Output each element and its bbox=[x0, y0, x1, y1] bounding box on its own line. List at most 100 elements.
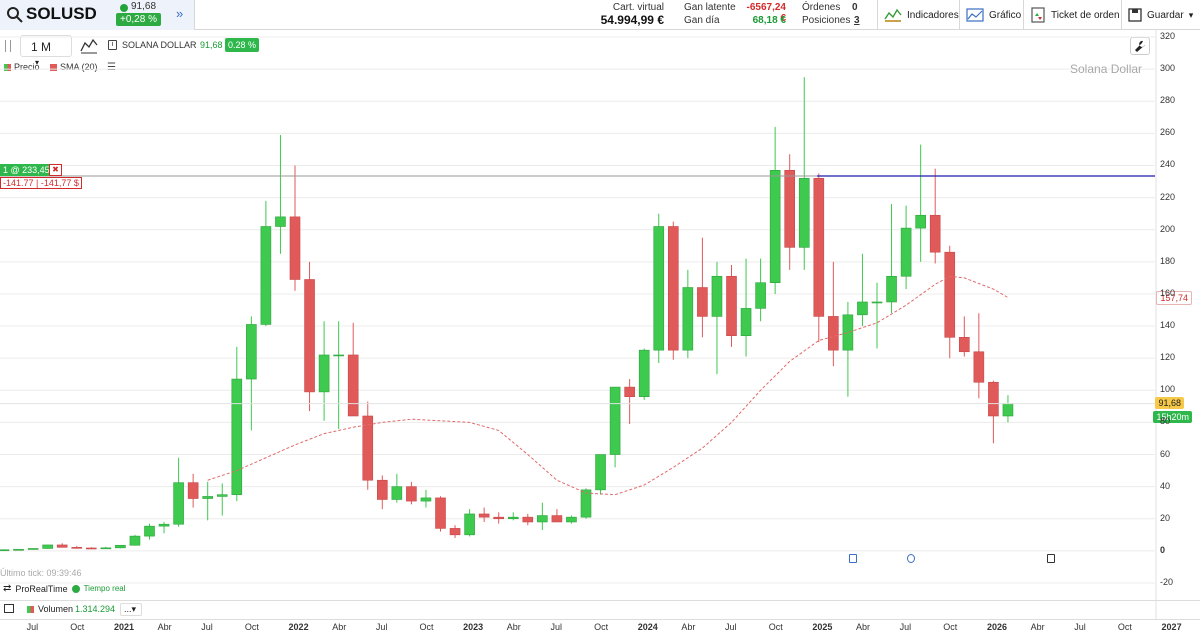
chart-settings-button[interactable] bbox=[1130, 37, 1150, 55]
candle bbox=[973, 313, 985, 399]
candle-body bbox=[522, 516, 534, 523]
candle-body bbox=[667, 226, 679, 351]
save-icon bbox=[1128, 8, 1142, 22]
close-position-icon[interactable]: ✖ bbox=[49, 164, 62, 176]
candle-body bbox=[857, 301, 868, 316]
candle bbox=[900, 205, 912, 290]
position-tag[interactable]: 1 @ 233,45 bbox=[0, 164, 53, 176]
day-label: Gan día bbox=[684, 15, 720, 26]
symbol-box[interactable]: SOLUSD 91,68 +0,28 % » bbox=[0, 0, 195, 30]
candle-body bbox=[886, 275, 897, 303]
candle bbox=[842, 301, 854, 397]
cart-label: Cart. virtual bbox=[612, 2, 664, 13]
instrument-price: 91,68 bbox=[200, 40, 223, 50]
candle-body bbox=[813, 178, 825, 317]
candle bbox=[697, 237, 708, 338]
window-icon[interactable] bbox=[4, 604, 14, 613]
candle-body bbox=[86, 547, 97, 550]
y-tick-label: 280 bbox=[1160, 95, 1176, 106]
save-chevron-icon[interactable]: ▾ bbox=[1188, 9, 1194, 20]
candle-body bbox=[187, 482, 199, 499]
save-button[interactable]: Guardar ▾ bbox=[1121, 0, 1200, 30]
timeframe-select[interactable]: 1 M ▾ bbox=[20, 35, 72, 67]
live-status-dot bbox=[120, 4, 128, 12]
cart-value: 54.994,99 € bbox=[600, 13, 664, 27]
cart-block: Cart. virtual bbox=[612, 2, 664, 13]
legend-sma[interactable]: SMA (20) bbox=[50, 62, 98, 72]
candle bbox=[275, 134, 286, 254]
candle-body bbox=[1002, 403, 1014, 417]
candle-body bbox=[275, 216, 286, 227]
candle-body bbox=[27, 548, 39, 550]
candle-body bbox=[915, 214, 926, 229]
sma-line bbox=[207, 275, 1009, 496]
cart-value-wrap: 54.994,99 € bbox=[590, 13, 664, 27]
legend-price[interactable]: Precio bbox=[4, 62, 40, 72]
candle bbox=[711, 261, 723, 375]
candle bbox=[304, 261, 315, 412]
candle bbox=[857, 253, 868, 327]
candle-body bbox=[158, 523, 170, 527]
candle-body bbox=[318, 354, 330, 393]
candle-body bbox=[609, 386, 621, 455]
y-tick-label: 260 bbox=[1160, 127, 1176, 138]
candle-body bbox=[551, 515, 563, 523]
day-value: 68,18 € bbox=[752, 15, 786, 26]
candle bbox=[187, 473, 199, 508]
layout-handle-icon[interactable] bbox=[5, 40, 11, 52]
volume-row: Volumen 1.314.294 ...▾ bbox=[0, 600, 1200, 618]
instrument-info-icon[interactable]: i bbox=[108, 40, 117, 50]
candle-body bbox=[71, 547, 83, 549]
candle bbox=[260, 200, 272, 327]
order-ticket-icon bbox=[1031, 7, 1045, 23]
expand-chevron-icon[interactable]: » bbox=[176, 6, 184, 21]
instrument-change-badge: 0.28 % bbox=[225, 38, 260, 52]
candle-body bbox=[682, 287, 694, 351]
candle bbox=[958, 316, 970, 357]
candle-body bbox=[537, 515, 548, 523]
y-tick-label: 220 bbox=[1160, 191, 1176, 202]
candle-body bbox=[246, 324, 257, 380]
candle bbox=[1002, 395, 1014, 423]
y-tick-label: 80 bbox=[1160, 416, 1171, 427]
candle-body bbox=[624, 386, 635, 398]
order-ticket-button[interactable]: Ticket de orden bbox=[1023, 0, 1121, 30]
candle bbox=[638, 348, 650, 400]
y-tick-label: 300 bbox=[1160, 63, 1176, 74]
positions-value[interactable]: 3 bbox=[854, 15, 860, 26]
event-globe-icon[interactable] bbox=[907, 554, 915, 563]
candle bbox=[347, 322, 359, 417]
candle-layer bbox=[0, 77, 1014, 552]
candle bbox=[886, 204, 897, 314]
candle bbox=[755, 258, 766, 322]
positions-label: Posiciones bbox=[802, 15, 851, 26]
candle bbox=[115, 544, 126, 549]
x-tick-label: Oct bbox=[1117, 622, 1132, 632]
chart-button[interactable]: Gráfico bbox=[959, 0, 1023, 30]
sma-swatch bbox=[50, 63, 57, 71]
indicators-button[interactable]: Indicadores bbox=[877, 0, 959, 30]
symbol-name[interactable]: SOLUSD bbox=[26, 4, 97, 23]
candle bbox=[624, 379, 635, 425]
candle bbox=[420, 489, 432, 508]
candle bbox=[929, 168, 941, 264]
legend-list-icon[interactable]: ☰ bbox=[107, 62, 116, 73]
candle-body bbox=[129, 535, 141, 546]
candle bbox=[726, 265, 737, 347]
y-tick-label: 20 bbox=[1160, 512, 1171, 523]
candle bbox=[667, 221, 679, 360]
orders-value[interactable]: 0 bbox=[852, 2, 858, 13]
x-tick-label: Abr bbox=[1030, 622, 1045, 632]
volume-menu[interactable]: ...▾ bbox=[120, 603, 142, 616]
x-tick-label: 2022 bbox=[288, 622, 309, 632]
x-tick-label: Abr bbox=[856, 622, 871, 632]
event-info-icon[interactable] bbox=[1047, 554, 1055, 563]
realtime-toggle-icon[interactable]: ⇄ bbox=[3, 583, 12, 594]
event-doc-icon[interactable] bbox=[849, 554, 857, 563]
candle bbox=[71, 546, 83, 549]
candle-body bbox=[173, 482, 184, 525]
candle bbox=[813, 173, 825, 343]
search-icon[interactable] bbox=[6, 6, 24, 24]
chart-type-icon[interactable] bbox=[80, 38, 98, 54]
